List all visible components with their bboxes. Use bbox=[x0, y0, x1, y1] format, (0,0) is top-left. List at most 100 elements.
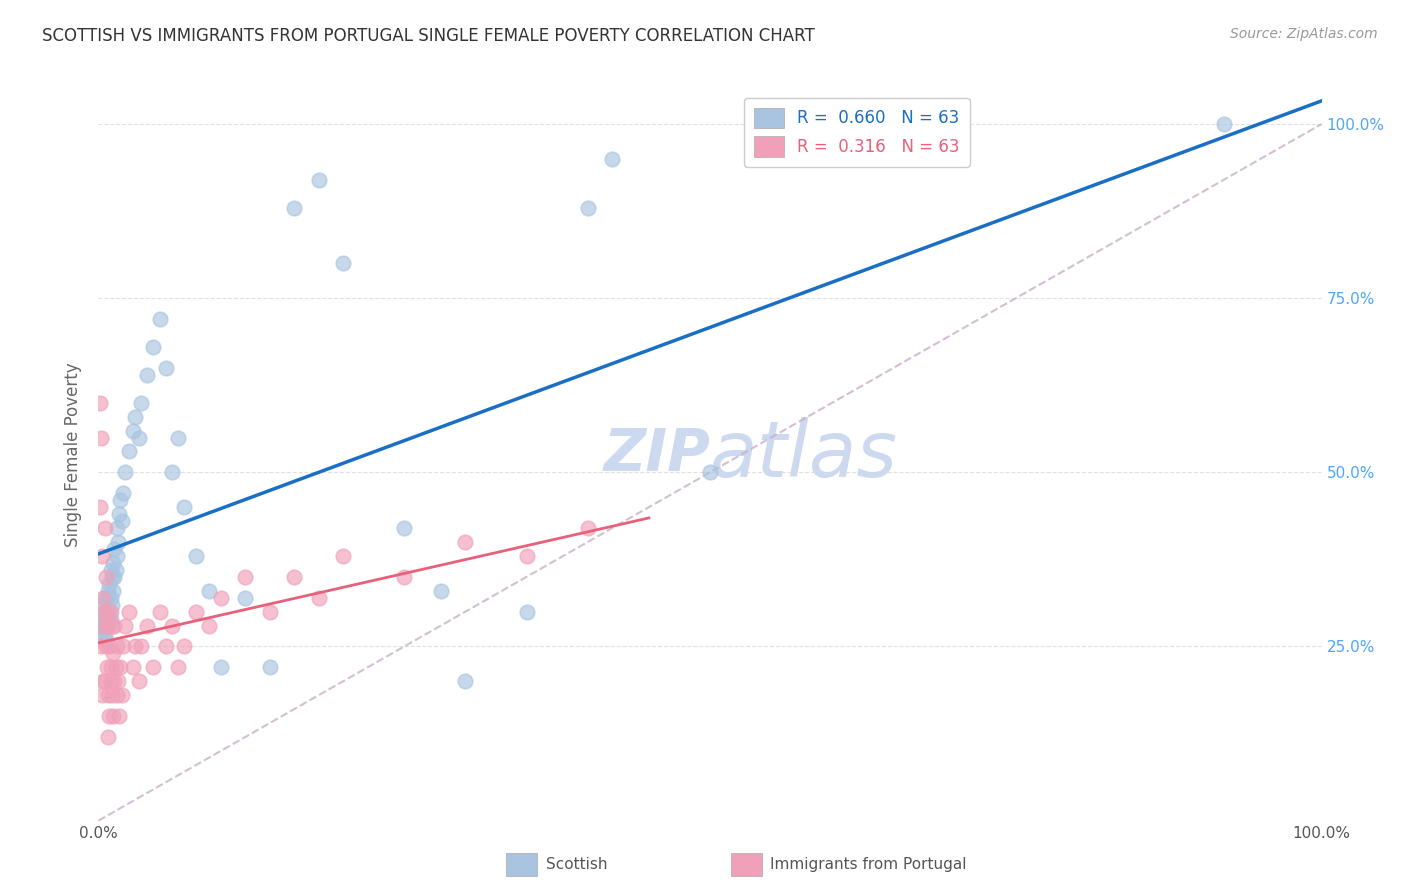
Point bbox=[97, 583, 120, 598]
Point bbox=[111, 486, 134, 500]
Point bbox=[107, 535, 129, 549]
Point bbox=[91, 549, 114, 563]
Point bbox=[101, 688, 124, 702]
Point bbox=[101, 556, 124, 570]
Point bbox=[96, 660, 118, 674]
Point bbox=[114, 618, 136, 632]
Text: ZIP: ZIP bbox=[603, 426, 710, 483]
Point bbox=[110, 660, 132, 674]
Point bbox=[699, 466, 721, 480]
Point bbox=[98, 605, 121, 619]
Point bbox=[173, 640, 195, 654]
Point bbox=[104, 660, 127, 674]
Point bbox=[101, 647, 124, 661]
Point bbox=[308, 591, 330, 605]
Text: SCOTTISH VS IMMIGRANTS FROM PORTUGAL SINGLE FEMALE POVERTY CORRELATION CHART: SCOTTISH VS IMMIGRANTS FROM PORTUGAL SIN… bbox=[42, 27, 815, 45]
Text: Scottish: Scottish bbox=[546, 856, 607, 871]
Point bbox=[94, 640, 117, 654]
Point bbox=[96, 591, 118, 605]
Point bbox=[160, 466, 183, 480]
Point bbox=[100, 605, 122, 619]
Point bbox=[209, 660, 232, 674]
Point bbox=[283, 570, 305, 584]
Point bbox=[100, 674, 122, 689]
Point bbox=[149, 605, 172, 619]
Point bbox=[124, 640, 146, 654]
Point bbox=[136, 368, 159, 382]
FancyBboxPatch shape bbox=[506, 854, 537, 876]
Point bbox=[173, 500, 195, 515]
Point bbox=[129, 640, 152, 654]
Point bbox=[283, 201, 305, 215]
Point bbox=[259, 605, 281, 619]
Point bbox=[103, 618, 125, 632]
Point bbox=[101, 709, 124, 723]
Point bbox=[89, 618, 111, 632]
Point bbox=[108, 709, 131, 723]
Point bbox=[186, 549, 208, 563]
Point bbox=[91, 612, 114, 626]
Point bbox=[100, 660, 122, 674]
Point bbox=[98, 709, 121, 723]
Point bbox=[93, 521, 115, 535]
Point bbox=[97, 612, 120, 626]
Point bbox=[332, 549, 354, 563]
Point bbox=[100, 591, 122, 605]
Point bbox=[107, 674, 129, 689]
Text: Source: ZipAtlas.com: Source: ZipAtlas.com bbox=[1230, 27, 1378, 41]
Point bbox=[121, 660, 143, 674]
Point bbox=[111, 640, 134, 654]
Point bbox=[332, 256, 354, 270]
Point bbox=[167, 430, 190, 444]
Point bbox=[101, 598, 124, 612]
Point bbox=[96, 618, 118, 632]
Text: Immigrants from Portugal: Immigrants from Portugal bbox=[770, 856, 967, 871]
Point bbox=[576, 201, 599, 215]
Point bbox=[97, 730, 120, 744]
Point bbox=[91, 618, 114, 632]
Point bbox=[108, 507, 131, 521]
Point bbox=[94, 570, 117, 584]
Point bbox=[89, 395, 111, 409]
Point bbox=[124, 409, 146, 424]
Point bbox=[600, 152, 623, 166]
Point bbox=[233, 591, 256, 605]
Point bbox=[93, 605, 115, 619]
Point bbox=[259, 660, 281, 674]
Point bbox=[101, 618, 124, 632]
Point bbox=[155, 640, 177, 654]
Point bbox=[149, 312, 172, 326]
FancyBboxPatch shape bbox=[731, 854, 762, 876]
Point bbox=[142, 340, 165, 354]
Point bbox=[430, 583, 453, 598]
Point bbox=[454, 674, 477, 689]
Point bbox=[90, 640, 112, 654]
Point bbox=[97, 688, 120, 702]
Point bbox=[90, 625, 112, 640]
Point bbox=[197, 618, 219, 632]
Point bbox=[515, 549, 537, 563]
Point bbox=[111, 688, 134, 702]
Point bbox=[129, 395, 152, 409]
Point bbox=[97, 618, 120, 632]
Point bbox=[167, 660, 190, 674]
Point bbox=[105, 640, 128, 654]
Point bbox=[104, 563, 127, 577]
Point bbox=[155, 360, 177, 375]
Point bbox=[101, 570, 124, 584]
Point bbox=[91, 618, 114, 632]
Point bbox=[105, 521, 128, 535]
Point bbox=[90, 430, 112, 444]
Point bbox=[121, 424, 143, 438]
Y-axis label: Single Female Poverty: Single Female Poverty bbox=[65, 363, 83, 547]
Point bbox=[118, 605, 141, 619]
Point bbox=[91, 591, 114, 605]
Point bbox=[576, 521, 599, 535]
Point bbox=[103, 541, 125, 556]
Point bbox=[118, 444, 141, 458]
Point bbox=[128, 430, 150, 444]
Point bbox=[110, 493, 132, 508]
Point bbox=[93, 591, 115, 605]
Point bbox=[160, 618, 183, 632]
Point bbox=[98, 640, 121, 654]
